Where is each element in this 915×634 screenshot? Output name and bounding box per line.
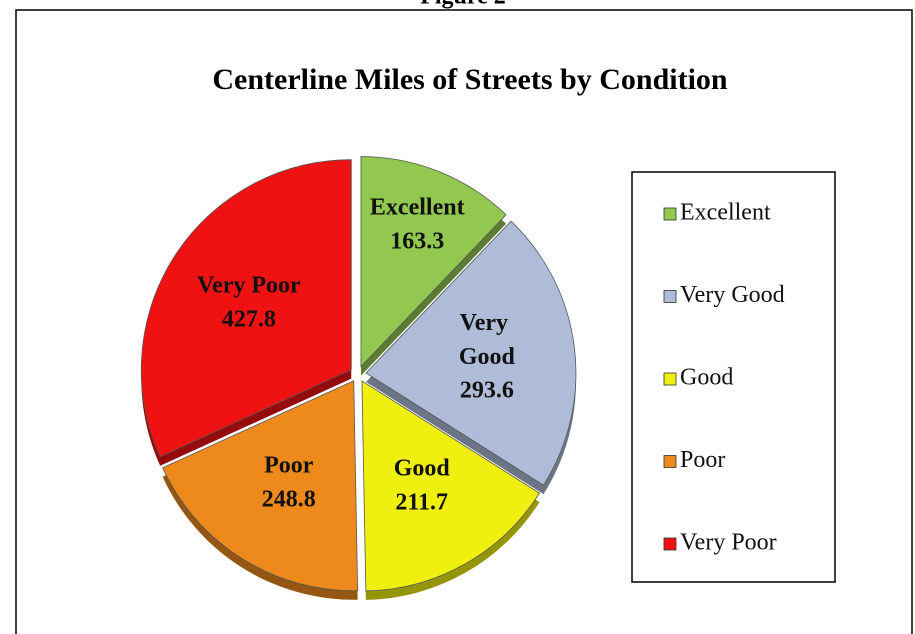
slice-top: [140, 159, 352, 458]
slice-top: [365, 220, 577, 486]
slice-label: Excellent: [370, 195, 465, 221]
slice: [162, 380, 359, 600]
legend-swatch: [663, 290, 677, 303]
legend-label: Good: [680, 365, 733, 391]
slice-top: [361, 380, 541, 592]
legend-swatch: [663, 372, 677, 386]
legend-label: Poor: [680, 447, 725, 473]
slice-value: 211.7: [395, 490, 448, 516]
slice-value: 293.6: [460, 378, 514, 404]
slice-value: 163.3: [390, 229, 444, 255]
slice: [140, 159, 352, 466]
slice-label: Very Poor: [197, 272, 301, 298]
legend-swatch: [663, 455, 677, 468]
slice-top: [360, 156, 507, 368]
figure-label: Figure 2: [420, 0, 506, 10]
slice-label: Very Good: [459, 310, 516, 370]
slice: [365, 220, 577, 495]
chart-title: Centerline Miles of Streets by Condition: [212, 63, 728, 96]
legend-label: Very Good: [680, 282, 785, 308]
slice: [360, 156, 507, 376]
slice-top: [162, 380, 359, 592]
slice: [361, 380, 541, 600]
legend-swatch: [663, 537, 677, 551]
slice-value: 248.8: [262, 486, 316, 512]
slice-label: Good: [394, 456, 451, 482]
slice-value: 427.8: [222, 306, 276, 332]
slice-label: Poor: [264, 452, 314, 478]
legend-swatch: [663, 207, 677, 221]
legend-label: Very Poor: [680, 530, 777, 556]
legend-box: [631, 171, 836, 583]
legend-label: Excellent: [680, 200, 771, 226]
